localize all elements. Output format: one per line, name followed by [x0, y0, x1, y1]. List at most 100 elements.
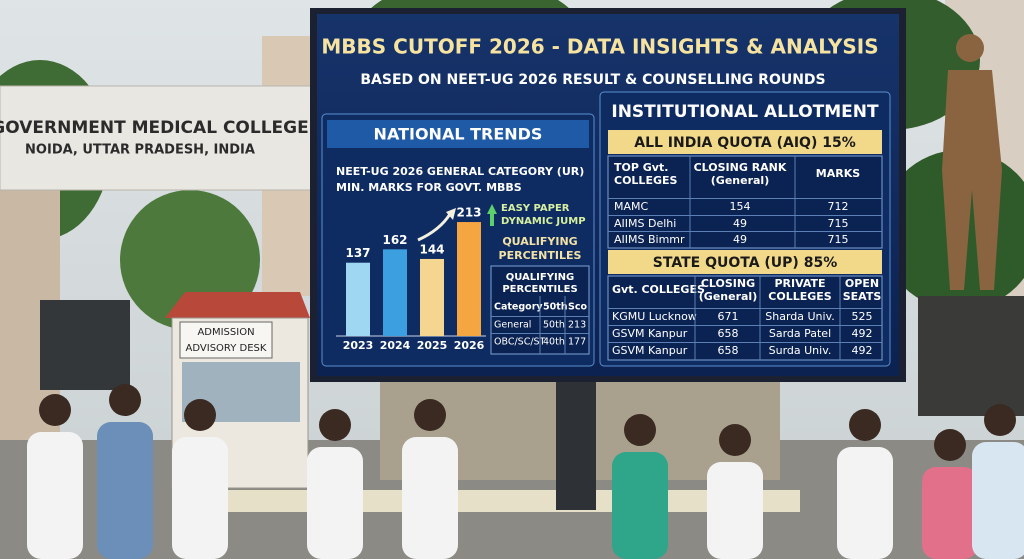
person-head: [624, 414, 656, 446]
table-header: Gvt. COLLEGES: [612, 283, 705, 296]
person-head: [109, 384, 141, 416]
up-arrow: [490, 214, 494, 226]
table-cell: 50th: [543, 320, 565, 331]
trend-arrow-head: [446, 208, 456, 220]
table-cell: 712: [828, 200, 849, 213]
table-cell: OBC/SC/ST: [494, 337, 546, 348]
kiosk-label: ADMISSION: [197, 327, 254, 338]
kiosk-roof: [165, 292, 310, 318]
bar-value: 162: [382, 233, 407, 247]
person-head: [719, 424, 751, 456]
statue: [942, 70, 1002, 290]
table-title: QUALIFYING: [506, 272, 575, 283]
person-head: [849, 409, 881, 441]
table-header: (General): [711, 174, 769, 187]
table-header: TOP Gvt.: [614, 161, 668, 174]
table-header: SEATS: [843, 290, 882, 303]
table-header: OPEN: [845, 277, 879, 290]
year-label: 2026: [454, 339, 485, 352]
person-body: [97, 422, 153, 559]
pedestal: [918, 296, 1024, 416]
bar-value: 144: [419, 242, 444, 256]
person-head: [319, 409, 351, 441]
table-cell: MAMC: [614, 200, 649, 213]
bar-value: 213: [456, 206, 481, 220]
table-cell: 492: [852, 344, 873, 357]
table-title: PERCENTILES: [502, 284, 577, 295]
person-body: [922, 467, 978, 559]
bar: [420, 258, 444, 336]
state-band: [608, 250, 882, 274]
person-head: [414, 399, 446, 431]
gate-location: NOIDA, UTTAR PRADESH, INDIA: [25, 143, 255, 158]
table-cell: General: [494, 320, 531, 331]
person-head: [984, 404, 1016, 436]
person-body: [707, 462, 763, 559]
table-header: Category: [494, 302, 543, 313]
table-cell: 715: [828, 217, 849, 230]
annotation: EASY PAPER: [501, 203, 570, 214]
trends-heading-bar: [327, 120, 589, 148]
person-head: [184, 399, 216, 431]
allotment-heading: INSTITUTIONAL ALLOTMENT: [611, 102, 879, 122]
gate-sign: [0, 85, 313, 191]
statue-head: [956, 34, 984, 62]
crowd: [27, 384, 1024, 559]
trend-arrow: [417, 213, 452, 242]
aiq-band: [608, 130, 882, 154]
person-body: [402, 437, 458, 559]
table-cell: Sharda Univ.: [765, 310, 834, 323]
table-header: PRIVATE: [774, 277, 825, 290]
state-title: STATE QUOTA (UP) 85%: [653, 255, 837, 271]
billboard-post: [556, 370, 596, 510]
gate-title: GOVERNMENT MEDICAL COLLEGE: [0, 118, 309, 138]
table-cell: 213: [568, 320, 586, 331]
table-cell: 658: [718, 327, 739, 340]
trends-heading: NATIONAL TRENDS: [374, 125, 543, 144]
bar: [346, 262, 370, 336]
bar: [383, 249, 407, 336]
year-label: 2023: [343, 339, 374, 352]
table-cell: 49: [733, 217, 747, 230]
table-cell: 658: [718, 344, 739, 357]
bar-value: 137: [345, 246, 370, 260]
person-body: [27, 432, 83, 559]
person-body: [972, 442, 1024, 559]
billboard-subtitle: BASED ON NEET-UG 2026 RESULT & COUNSELLI…: [360, 72, 825, 88]
person-body: [612, 452, 668, 559]
table-cell: GSVM Kanpur: [612, 344, 688, 357]
aiq-table: [607, 155, 883, 249]
table-cell: 177: [568, 337, 586, 348]
person-body: [172, 437, 228, 559]
table-header: Sco: [568, 302, 587, 313]
table-header: CLOSING: [701, 277, 755, 290]
table-cell: Sarda Patel: [769, 327, 831, 340]
aiq-title: ALL INDIA QUOTA (AIQ) 15%: [634, 135, 855, 151]
person-head: [39, 394, 71, 426]
billboard-title: MBBS CUTOFF 2026 - DATA INSIGHTS & ANALY…: [321, 35, 878, 59]
table-cell: 49: [733, 233, 747, 246]
table-cell: 492: [852, 327, 873, 340]
table-header: MARKS: [816, 167, 860, 180]
person-body: [307, 447, 363, 559]
table-header: CLOSING RANK: [694, 161, 787, 174]
table-header: (General): [699, 290, 757, 303]
person-head: [934, 429, 966, 461]
table-cell: 715: [828, 233, 849, 246]
table-header: COLLEGES: [614, 174, 677, 187]
person-body: [837, 447, 893, 559]
table-header: 50th: [543, 302, 568, 313]
table-cell: 154: [730, 200, 751, 213]
chart-title: NEET-UG 2026 GENERAL CATEGORY (UR): [336, 165, 584, 178]
table-cell: 40th: [543, 337, 565, 348]
year-label: 2024: [380, 339, 411, 352]
table-cell: GSVM Kanpur: [612, 327, 688, 340]
bar: [457, 222, 481, 336]
chart-title: MIN. MARKS FOR GOVT. MBBS: [336, 181, 522, 194]
table-cell: AIIMS Bimmr: [614, 233, 685, 246]
year-label: 2025: [417, 339, 448, 352]
state-table: [607, 275, 883, 361]
table-cell: AIIMS Delhi: [614, 217, 676, 230]
